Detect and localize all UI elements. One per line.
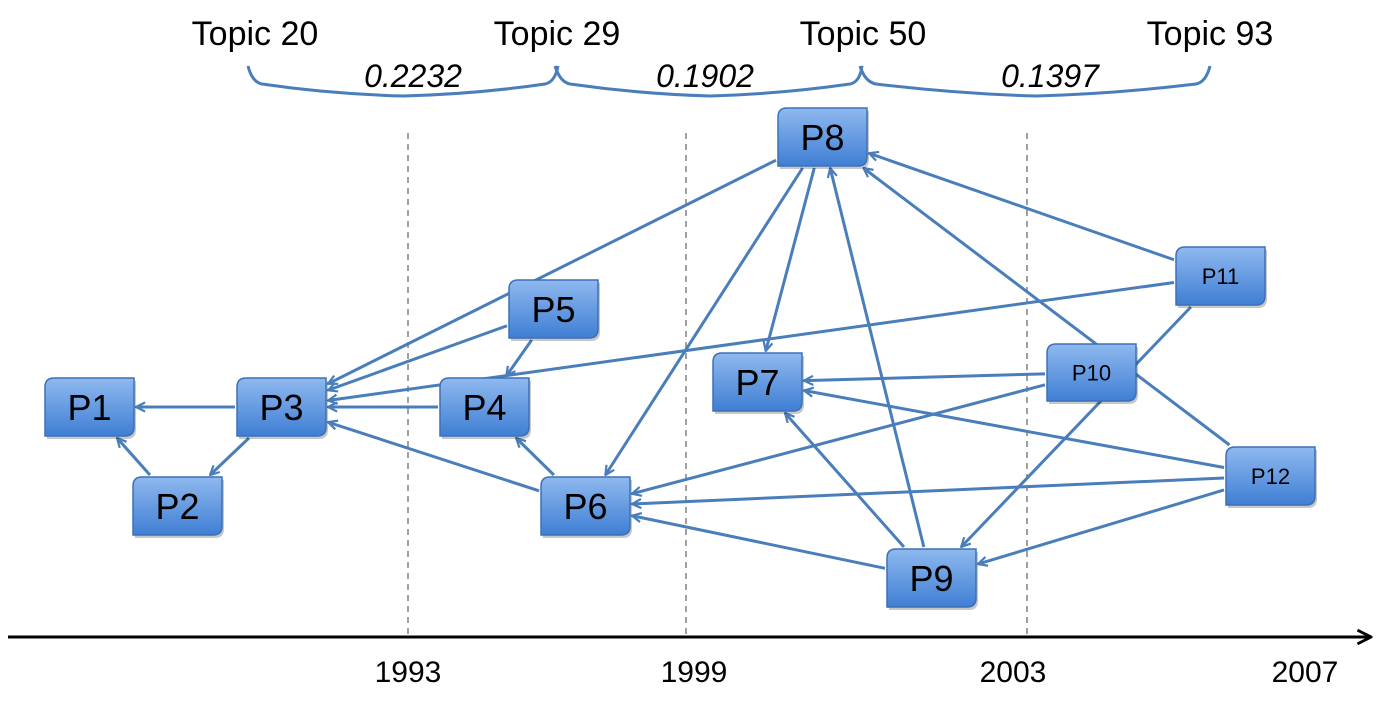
citation-edge-p8-to-p3	[328, 158, 777, 386]
brace	[553, 65, 864, 98]
year-label: 2003	[980, 656, 1047, 689]
node-box	[44, 377, 135, 437]
paper-node-p12[interactable]: P12	[1225, 446, 1317, 508]
citation-edge-p5-to-p4	[506, 339, 533, 376]
topic-label: Topic 29	[494, 15, 621, 53]
paper-node-p9[interactable]: P9	[886, 548, 978, 610]
citation-edge-p6-to-p3	[328, 422, 540, 493]
node-box	[439, 377, 530, 437]
citation-edge-p11-to-p8	[869, 153, 1175, 262]
brace	[246, 65, 560, 98]
paper-node-p7[interactable]: P7	[712, 352, 804, 414]
paper-node-p8[interactable]: P8	[777, 107, 869, 169]
citation-edge-p12-to-p8	[863, 168, 1231, 447]
citation-edge-p9-to-p8	[830, 168, 926, 548]
citation-edge-p8-to-p7	[766, 167, 816, 351]
citation-edge-p10-to-p6	[632, 383, 1046, 494]
citation-edge-p10-to-p7	[804, 372, 1046, 381]
node-box	[886, 548, 977, 608]
citation-edge-p12-to-p6	[632, 476, 1225, 504]
paper-node-p6[interactable]: P6	[540, 476, 632, 538]
paper-label: P1	[67, 387, 111, 428]
citation-edge-p2-to-p1	[117, 438, 152, 476]
topic-labels: Topic 20 Topic 29 Topic 50 Topic 93	[192, 15, 1274, 53]
year-label: 1999	[661, 656, 728, 689]
topic-braces	[246, 65, 1212, 98]
similarity-value: 0.2232	[364, 58, 462, 94]
node-box	[540, 476, 631, 536]
paper-label: P12	[1251, 464, 1290, 489]
topic-label: Topic 50	[800, 15, 927, 53]
topic-label: Topic 93	[1147, 15, 1274, 53]
period-dividers	[407, 133, 1028, 637]
citation-edge-p3-to-p2	[210, 436, 250, 475]
paper-label: P3	[259, 387, 303, 428]
citation-edge-p9-to-p6	[632, 516, 886, 570]
citation-edge-p12-to-p9	[978, 488, 1225, 564]
citation-edge-p6-to-p4	[516, 438, 555, 477]
paper-label: P6	[563, 486, 607, 527]
node-box	[1046, 343, 1137, 402]
paper-node-p11[interactable]: P11	[1175, 246, 1267, 308]
year-label: 1993	[375, 656, 442, 689]
paper-label: P4	[462, 387, 506, 428]
paper-node-p5[interactable]: P5	[508, 279, 600, 341]
year-label: 2007	[1272, 656, 1339, 689]
node-box	[777, 107, 868, 167]
node-box	[508, 279, 599, 339]
brace	[858, 65, 1212, 98]
node-box	[1225, 446, 1316, 506]
paper-node-p1[interactable]: P1	[44, 377, 136, 439]
paper-node-p3[interactable]: P3	[236, 377, 328, 439]
citation-edge-p12-to-p7	[804, 391, 1225, 469]
paper-node-p10[interactable]: P10	[1046, 343, 1138, 404]
paper-nodes: P1 P2 P3 P4 P5 P6 P7 P8 P9 P10 P11 P12	[44, 107, 1317, 610]
paper-label: P7	[735, 362, 779, 403]
paper-label: P5	[531, 289, 575, 330]
paper-label: P10	[1072, 360, 1111, 385]
paper-label: P2	[155, 486, 199, 527]
paper-node-p4[interactable]: P4	[439, 377, 531, 439]
similarity-value: 0.1902	[656, 58, 754, 94]
node-box	[712, 352, 803, 412]
year-labels: 1993 1999 2003 2007	[375, 656, 1339, 689]
paper-node-p2[interactable]: P2	[132, 476, 224, 538]
node-box	[132, 476, 223, 536]
paper-label: P9	[909, 558, 953, 599]
topic-similarities: 0.2232 0.1902 0.1397	[364, 58, 1100, 94]
citation-edge-p9-to-p7	[785, 413, 906, 548]
paper-label: P11	[1202, 264, 1240, 289]
node-box	[236, 377, 327, 437]
citation-edge-p5-to-p3	[328, 324, 508, 390]
citation-edge-p11-to-p9	[961, 305, 1192, 547]
topic-label: Topic 20	[192, 15, 319, 53]
paper-label: P8	[800, 117, 844, 158]
similarity-value: 0.1397	[1001, 58, 1100, 94]
citation-edge-p8-to-p6	[605, 167, 804, 475]
node-box	[1175, 246, 1266, 306]
